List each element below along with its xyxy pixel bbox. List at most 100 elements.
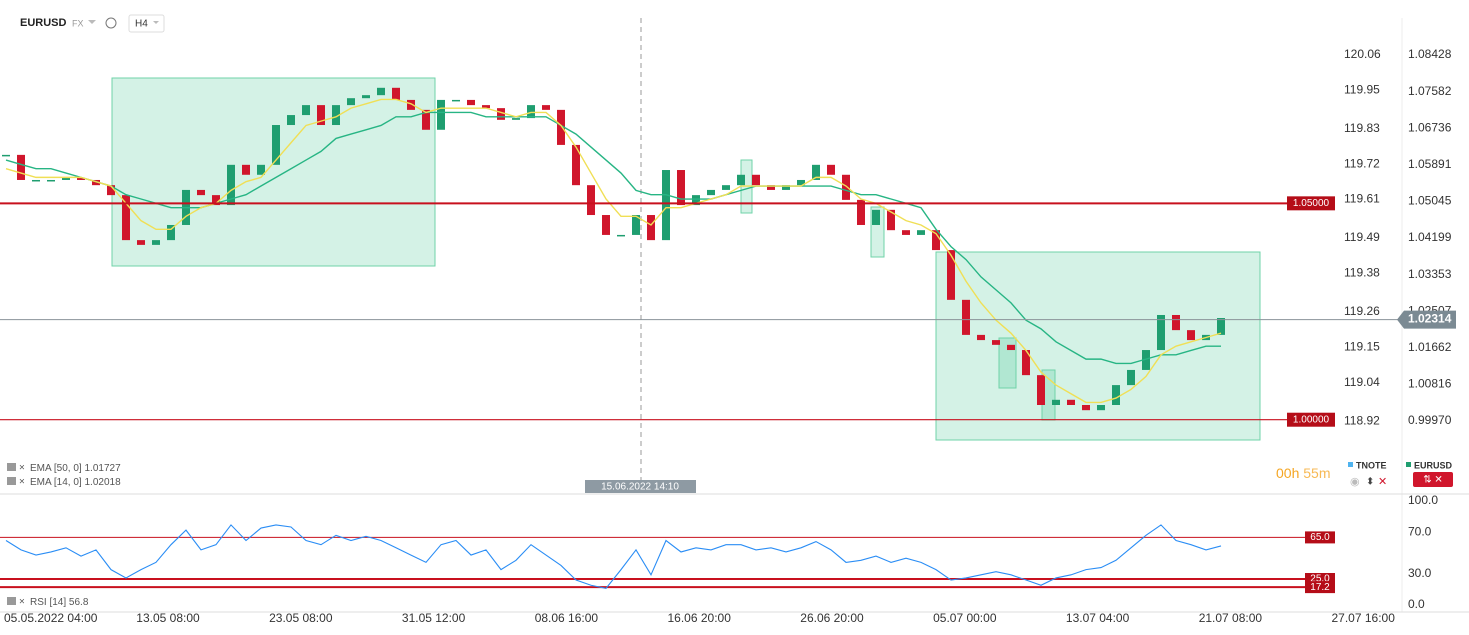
candle [137, 240, 145, 245]
remove-icon[interactable]: × [19, 477, 25, 488]
eye-icon[interactable]: ◉ [1350, 476, 1360, 488]
rsi-tick-label: 70.0 [1408, 524, 1432, 538]
candle [542, 105, 550, 110]
candle [422, 109, 430, 130]
candle [1022, 350, 1030, 376]
timeframe-box[interactable] [128, 14, 165, 33]
last-price-label: 1.02314 [1408, 312, 1452, 326]
icon[interactable] [7, 463, 16, 471]
close-icon[interactable]: ✕ [1378, 476, 1387, 488]
remove-icon[interactable]: × [19, 463, 25, 474]
series-button-icons: ⇅ ✕ [1423, 475, 1443, 486]
ema-line [5, 98, 1222, 404]
candle [347, 98, 355, 106]
candle [392, 87, 400, 100]
candle [1052, 399, 1060, 405]
y-tick-label: 1.07582 [1408, 84, 1452, 98]
drawn-rectangle[interactable] [111, 77, 436, 267]
candle [887, 209, 895, 231]
symbol[interactable]: EURUSD [20, 17, 67, 29]
candle [1217, 318, 1225, 335]
candle [947, 250, 955, 300]
icon[interactable] [7, 597, 16, 605]
candle [1172, 314, 1180, 331]
candle [62, 177, 70, 180]
candle [482, 105, 490, 109]
candle [602, 215, 610, 235]
candle [122, 195, 130, 241]
candle [572, 144, 580, 186]
series-button[interactable] [1413, 472, 1453, 487]
candle [1037, 375, 1045, 405]
x-tick-label: 26.06 20:00 [800, 611, 864, 625]
candle [797, 179, 805, 186]
candle [632, 215, 640, 235]
y2-tick-label: 119.83 [1344, 121, 1380, 135]
candle [1157, 314, 1165, 351]
rsi-name: RSI [14] [30, 597, 66, 608]
y2-tick-label: 118.92 [1344, 413, 1380, 427]
y-tick-label: 1.03353 [1408, 267, 1452, 281]
y2-tick-label: 120.06 [1344, 47, 1381, 61]
candle [872, 209, 880, 225]
candle [527, 105, 535, 119]
y2-tick-label: 119.04 [1344, 375, 1380, 389]
x-tick-label: 27.07 16:00 [1331, 611, 1395, 625]
y-tick-label: 1.06736 [1408, 120, 1452, 134]
candle [272, 125, 280, 165]
candle [1097, 404, 1105, 411]
x-tick-label: 08.06 16:00 [535, 611, 599, 625]
indicator-legend[interactable]: EMA [14, 0] 1.02018 [30, 477, 121, 488]
y-tick-label: 1.05891 [1408, 157, 1452, 171]
candle [92, 179, 100, 186]
legend-entry: EURUSD [1414, 460, 1453, 470]
remove-icon[interactable]: × [19, 597, 25, 608]
ema-name: EMA [50, 0] [30, 463, 82, 474]
y-tick-label: 1.01662 [1408, 340, 1452, 354]
order-icon[interactable]: ⬍ [1366, 477, 1374, 488]
rsi-tick-label: 30.0 [1408, 566, 1432, 580]
rsi-level-label: 17.2 [1310, 582, 1330, 593]
crosshair-time-box [585, 480, 696, 493]
candle [827, 164, 835, 175]
x-tick-label: 05.05.2022 04:00 [4, 611, 98, 625]
y2-tick-label: 119.38 [1344, 266, 1380, 280]
icon[interactable] [7, 477, 16, 485]
timer-minutes: 55m [1303, 465, 1330, 481]
indicator-legend[interactable]: EMA [50, 0] 1.01727 [30, 463, 121, 474]
rsi-legend[interactable]: RSI [14] 56.8 [30, 597, 89, 608]
y-tick-label: 1.05045 [1408, 194, 1452, 208]
y2-tick-label: 119.26 [1344, 304, 1380, 318]
market-dropdown[interactable] [88, 20, 96, 24]
candle [77, 177, 85, 180]
candle [377, 87, 385, 96]
x-tick-label: 21.07 08:00 [1199, 611, 1263, 625]
ema-last: 1.02018 [84, 477, 121, 488]
timer: 00h 55m [1276, 465, 1330, 481]
candle [317, 105, 325, 126]
candle [32, 179, 40, 182]
info-icon[interactable] [105, 17, 117, 29]
last-price-tag [1397, 310, 1456, 329]
candle [917, 230, 925, 235]
x-tick-label: 23.05 08:00 [269, 611, 333, 625]
legend-swatch [1406, 462, 1411, 467]
level-label: 1.00000 [1293, 414, 1330, 425]
candle [782, 185, 790, 190]
candle [1142, 350, 1150, 370]
candle [452, 99, 460, 102]
candle [47, 179, 55, 182]
rsi-line [5, 524, 1222, 589]
candle [17, 154, 25, 180]
x-tick-label: 16.06 20:00 [667, 611, 731, 625]
candle [227, 164, 235, 206]
drawn-rectangle[interactable] [998, 337, 1017, 389]
candle [692, 195, 700, 206]
candle [677, 170, 685, 206]
y-tick-label: 1.00816 [1408, 377, 1452, 391]
candle [932, 230, 940, 251]
candle [662, 170, 670, 241]
candle [842, 174, 850, 200]
legend-swatch [1348, 462, 1353, 467]
